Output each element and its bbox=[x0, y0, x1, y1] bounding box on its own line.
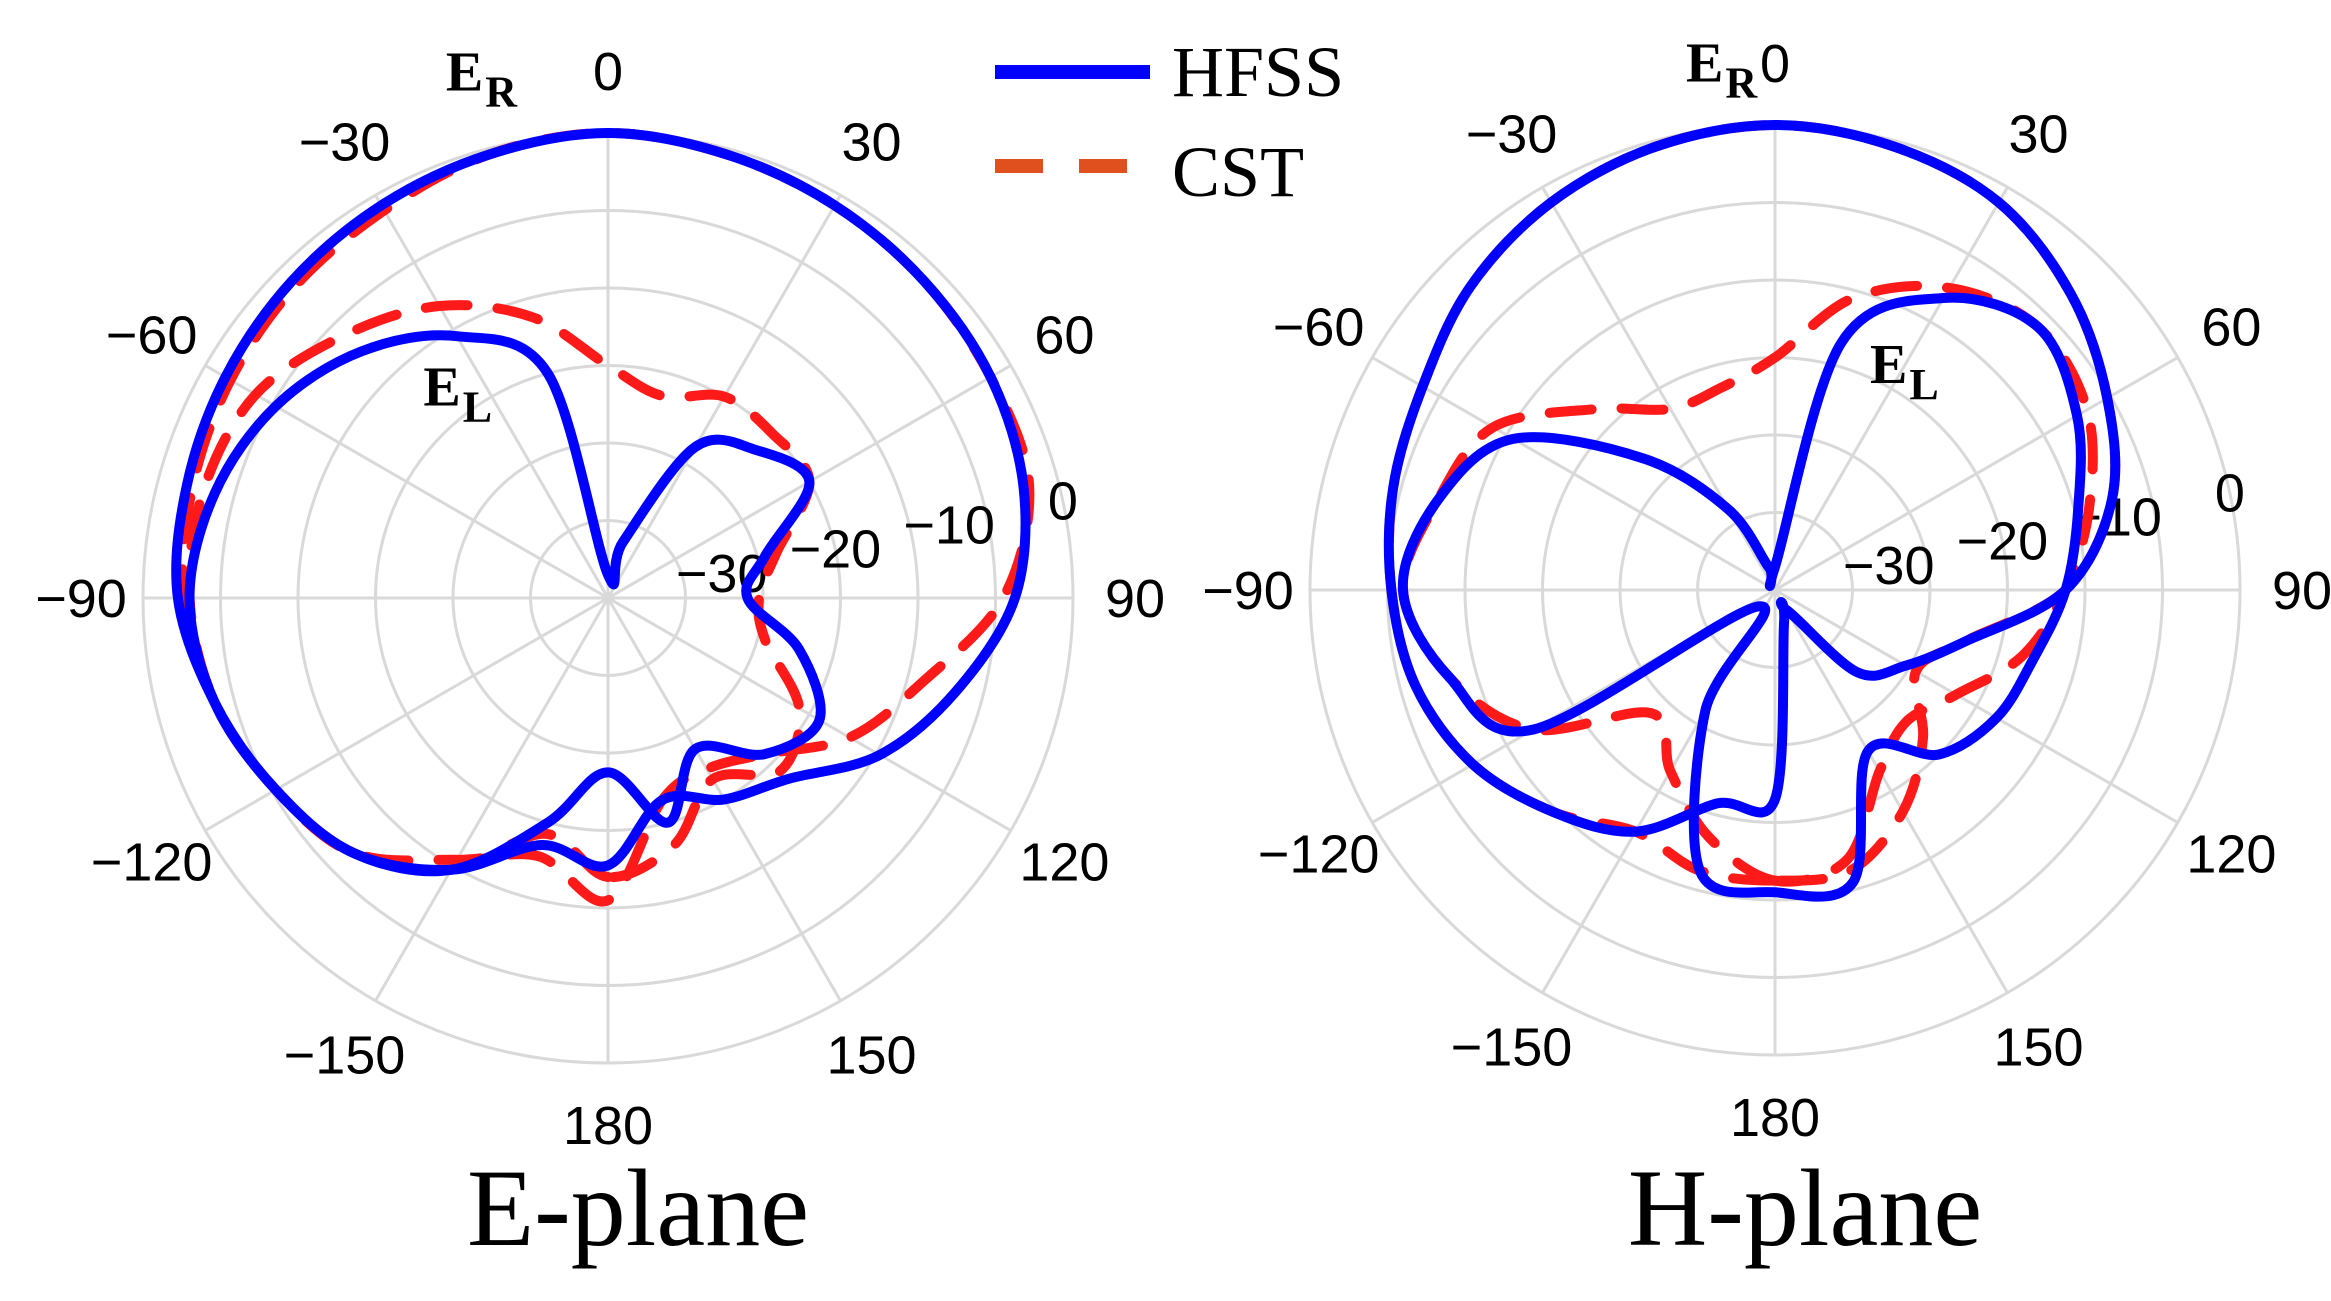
angle-tick-label: 90 bbox=[2272, 561, 2331, 621]
legend-label-cst: CST bbox=[1172, 132, 1304, 212]
grid-spoke bbox=[1773, 186, 2009, 591]
series-hfss-e-r bbox=[1383, 120, 2121, 837]
angle-tick-label: 30 bbox=[2008, 105, 2068, 165]
angle-tick-label: −120 bbox=[91, 833, 213, 893]
legend: HFSS CST bbox=[995, 32, 1344, 212]
angle-tick-label: 120 bbox=[1019, 833, 1109, 893]
angle-tick-label: 30 bbox=[841, 113, 901, 173]
series-cst-e-l bbox=[1397, 280, 2098, 887]
series-hfss-e-r bbox=[171, 128, 1031, 875]
angle-tick-label: 150 bbox=[1993, 1017, 2083, 1077]
series-cst-e-l bbox=[184, 300, 815, 883]
grid-spoke bbox=[1773, 589, 2009, 994]
legend-label-hfss: HFSS bbox=[1172, 32, 1344, 112]
grid-spoke bbox=[1371, 356, 1776, 592]
annotation-er: ER bbox=[446, 41, 518, 116]
angle-tick-label: 60 bbox=[1034, 306, 1094, 366]
radial-tick-label: −20 bbox=[790, 520, 882, 580]
radial-tick-label: −30 bbox=[1843, 536, 1935, 596]
angle-tick-label: −30 bbox=[299, 113, 391, 173]
angle-tick-label: −90 bbox=[35, 569, 127, 629]
angle-tick-label: 150 bbox=[826, 1025, 916, 1085]
angle-tick-label: −120 bbox=[1258, 825, 1380, 885]
panel-title: E-plane bbox=[467, 1147, 809, 1269]
grid-spoke bbox=[1774, 588, 2179, 824]
series-hfss-e-l bbox=[1397, 292, 2086, 902]
angle-tick-label: 180 bbox=[1730, 1088, 1820, 1148]
radial-tick-label: 0 bbox=[1048, 471, 1078, 531]
angle-tick-label: 180 bbox=[563, 1096, 653, 1156]
radial-tick-label: −10 bbox=[903, 495, 995, 555]
radial-tick-label: 0 bbox=[2215, 463, 2245, 523]
angle-tick-label: 0 bbox=[593, 42, 623, 102]
panel-title: H-plane bbox=[1628, 1147, 1982, 1269]
angle-tick-label: 90 bbox=[1105, 569, 1165, 629]
angle-tick-label: −60 bbox=[1273, 298, 1365, 358]
grid-spoke bbox=[204, 596, 609, 832]
angle-tick-label: −30 bbox=[1466, 105, 1558, 165]
annotation-er: ER bbox=[1686, 32, 1758, 107]
series-cst-e-r bbox=[1383, 120, 2121, 886]
radial-tick-label: −20 bbox=[1957, 512, 2049, 572]
angle-tick-label: −150 bbox=[1451, 1017, 1573, 1077]
grid-spoke bbox=[374, 194, 610, 599]
angle-tick-label: −60 bbox=[106, 306, 198, 366]
grid-spoke bbox=[607, 596, 1012, 832]
grid-spoke bbox=[204, 364, 609, 600]
angle-tick-label: 120 bbox=[2186, 825, 2276, 885]
angle-tick-label: 60 bbox=[2201, 298, 2261, 358]
angle-tick-label: 0 bbox=[1760, 34, 1790, 94]
angle-tick-label: −90 bbox=[1202, 561, 1294, 621]
grid-spoke bbox=[374, 597, 610, 1002]
series-hfss-e-l bbox=[184, 330, 826, 877]
angle-tick-label: −150 bbox=[284, 1025, 406, 1085]
